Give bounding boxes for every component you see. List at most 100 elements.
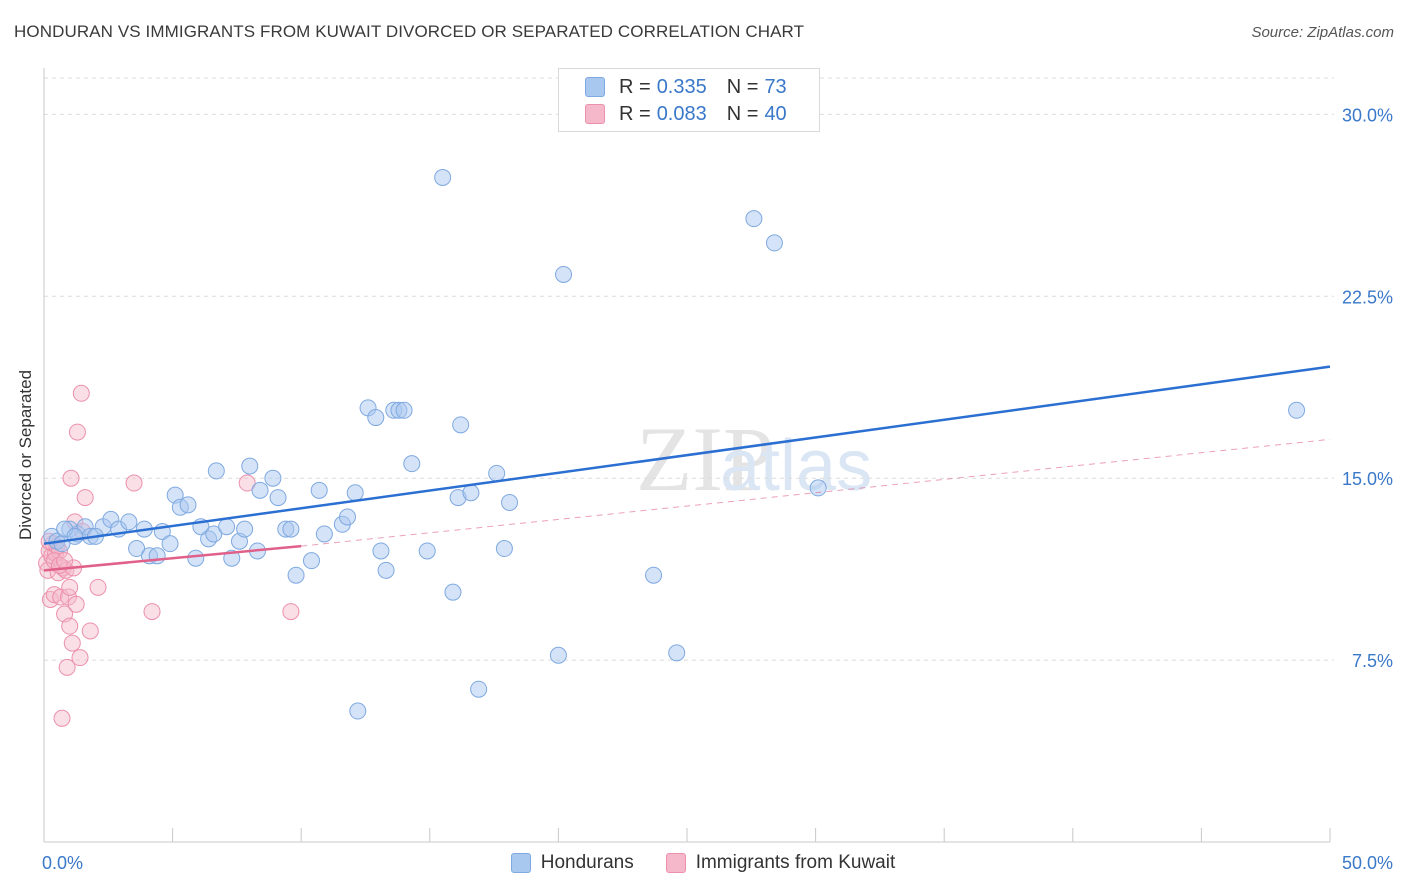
kuwait-point — [53, 709, 71, 727]
kuwait-point — [56, 552, 74, 570]
honduran-point — [269, 489, 287, 507]
trend-lines — [43, 365, 1331, 572]
legend-n-label: N = — [726, 75, 759, 98]
kuwait-point — [68, 423, 86, 441]
watermark: ZIP atlas — [636, 408, 872, 510]
honduran-trend-line — [43, 365, 1331, 545]
x-tick-label: 50.0% — [1342, 853, 1393, 873]
honduran-point — [765, 234, 783, 252]
legend-row-hondurans: R = 0.335 N = 73 — [585, 75, 807, 99]
honduran-point — [745, 210, 763, 228]
y-tick-label: 7.5% — [1352, 651, 1393, 671]
kuwait-point — [67, 595, 85, 613]
honduran-point — [287, 566, 305, 584]
honduran-point — [207, 462, 225, 480]
honduran-point — [403, 455, 421, 473]
honduran-point — [372, 542, 390, 560]
y-tick-labels: 7.5% 15.0% 22.5% 30.0% — [1342, 105, 1393, 671]
honduran-point — [809, 479, 827, 497]
kuwait-point — [63, 634, 81, 652]
y-tick-label: 22.5% — [1342, 287, 1393, 307]
x-tick-labels: 0.0% 50.0% — [42, 853, 1393, 873]
axes — [43, 68, 1331, 843]
legend-n-value: 73 — [764, 75, 787, 98]
honduran-point — [251, 481, 269, 499]
honduran-point — [236, 520, 254, 538]
kuwait-point — [76, 489, 94, 507]
honduran-point — [1288, 401, 1306, 419]
honduran-point — [128, 540, 146, 558]
legend-item-hondurans[interactable]: Hondurans — [510, 852, 634, 874]
legend-item-kuwait[interactable]: Immigrants from Kuwait — [665, 852, 896, 874]
honduran-point — [310, 481, 328, 499]
kuwait-point — [45, 586, 63, 604]
honduran-point — [315, 525, 333, 543]
kuwait-point — [238, 474, 256, 492]
honduran-point — [205, 525, 223, 543]
watermark-atlas: atlas — [720, 426, 872, 506]
honduran-point — [462, 484, 480, 502]
honduran-point — [549, 646, 567, 664]
kuwait-point — [282, 603, 300, 621]
legend-label-hondurans: Hondurans — [540, 852, 634, 873]
honduran-point — [120, 513, 138, 531]
honduran-point — [555, 265, 573, 283]
kuwait-point — [62, 469, 80, 487]
y-axis-label: Divorced or Separated — [16, 369, 35, 541]
honduran-point — [501, 493, 519, 511]
legend-swatch-blue — [510, 853, 531, 873]
honduran-points — [43, 168, 1306, 720]
honduran-point — [434, 168, 452, 186]
honduran-point — [346, 484, 364, 502]
honduran-point — [161, 535, 179, 553]
x-tick-label: 0.0% — [42, 853, 83, 873]
honduran-point — [264, 469, 282, 487]
grid-lines — [44, 77, 1334, 661]
kuwait-point — [72, 384, 90, 402]
legend-r-value: 0.083 — [656, 102, 707, 125]
honduran-point — [367, 409, 385, 427]
y-tick-label: 15.0% — [1342, 469, 1393, 489]
honduran-point — [349, 702, 367, 720]
legend-n-value: 40 — [764, 102, 787, 125]
kuwait-point — [61, 578, 79, 596]
source-label: Source: ZipAtlas.com — [1251, 24, 1394, 41]
legend-r-value: 0.335 — [656, 75, 707, 98]
honduran-point — [218, 518, 236, 536]
honduran-point — [395, 401, 413, 419]
legend-label-kuwait: Immigrants from Kuwait — [695, 852, 896, 873]
honduran-point — [470, 680, 488, 698]
legend-swatch-pink — [665, 853, 686, 873]
kuwait-trend-line — [43, 544, 302, 572]
kuwait-point — [58, 658, 76, 676]
honduran-point — [444, 583, 462, 601]
series-legend: Hondurans Immigrants from Kuwait — [0, 852, 1406, 874]
honduran-point — [187, 549, 205, 567]
honduran-point — [645, 566, 663, 584]
legend-swatch-pink — [585, 104, 605, 124]
legend-r-label: R = — [619, 102, 651, 125]
kuwait-point — [125, 474, 143, 492]
honduran-point — [452, 416, 470, 434]
legend-row-kuwait: R = 0.083 N = 40 — [585, 102, 807, 126]
honduran-point — [377, 561, 395, 579]
honduran-point — [668, 644, 686, 662]
honduran-point — [488, 464, 506, 482]
honduran-point — [179, 496, 197, 514]
honduran-point — [495, 540, 513, 558]
honduran-point — [418, 542, 436, 560]
legend-r-label: R = — [619, 75, 651, 98]
honduran-point — [338, 508, 356, 526]
y-tick-label: 30.0% — [1342, 105, 1393, 125]
honduran-point — [66, 527, 84, 545]
honduran-point — [302, 552, 320, 570]
kuwait-point — [89, 578, 107, 596]
kuwait-point — [61, 617, 79, 635]
legend-n-label: N = — [726, 102, 759, 125]
kuwait-point — [143, 603, 161, 621]
chart-title: HONDURAN VS IMMIGRANTS FROM KUWAIT DIVOR… — [14, 22, 805, 41]
legend-swatch-blue — [585, 77, 605, 97]
honduran-point — [241, 457, 259, 475]
correlation-legend: R = 0.335 N = 73 R = 0.083 N = 40 — [558, 68, 820, 132]
